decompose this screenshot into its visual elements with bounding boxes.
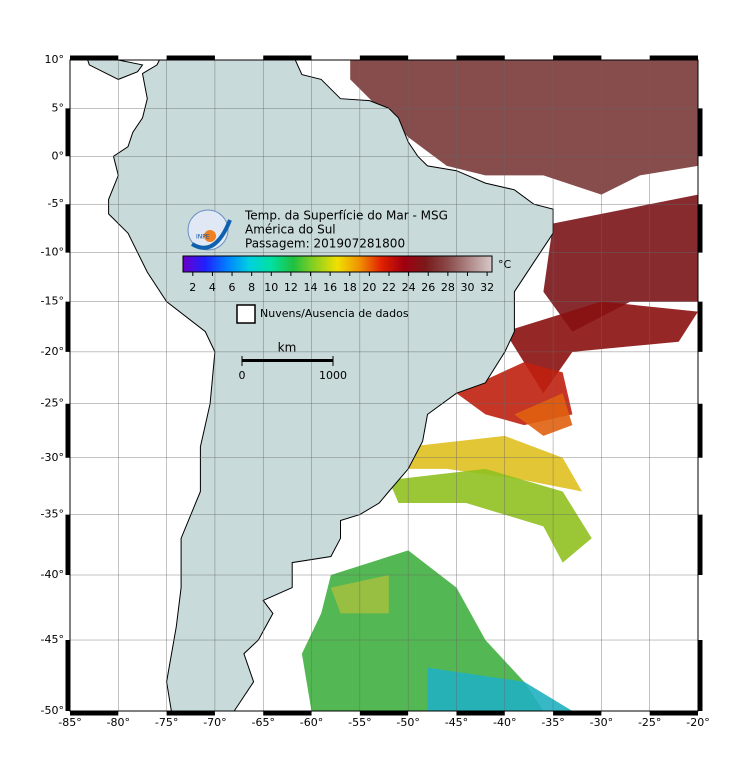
x-tick-label: -70° xyxy=(203,716,226,729)
land xyxy=(87,60,144,80)
colorbar-tick-label: 12 xyxy=(284,281,298,294)
x-tick-label: -35° xyxy=(541,716,564,729)
x-tick-label: -55° xyxy=(348,716,371,729)
colorbar-tick-label: 18 xyxy=(343,281,357,294)
legend-label: Nuvens/Ausencia de dados xyxy=(260,307,409,320)
x-tick-label: -40° xyxy=(493,716,516,729)
colorbar-tick-label: 30 xyxy=(460,281,474,294)
x-tick-label: -75° xyxy=(155,716,178,729)
x-tick-label: -45° xyxy=(445,716,468,729)
colorbar-tick-label: 16 xyxy=(323,281,337,294)
x-tick-label: -25° xyxy=(638,716,661,729)
y-tick-label: -20° xyxy=(41,345,64,358)
colorbar-tick-label: 6 xyxy=(229,281,236,294)
colorbar-tick-label: 20 xyxy=(362,281,376,294)
x-tick-label: -30° xyxy=(590,716,613,729)
colorbar xyxy=(182,255,493,273)
title-line: América do Sul xyxy=(245,223,336,237)
y-tick-label: -5° xyxy=(48,197,64,210)
title-line: Passagem: 201907281800 xyxy=(245,237,405,251)
scale-tick-label: 1000 xyxy=(319,369,347,382)
y-tick-label: -10° xyxy=(41,246,64,259)
logo-arrow xyxy=(190,219,232,250)
colorbar-tick-label: 22 xyxy=(382,281,396,294)
colorbar-tick-label: 14 xyxy=(304,281,318,294)
colorbar-tick-label: 4 xyxy=(209,281,216,294)
sst-patch xyxy=(350,60,698,195)
legend-swatch xyxy=(236,304,256,324)
colorbar-tick-label: 2 xyxy=(189,281,196,294)
colorbar-tick-label: 28 xyxy=(441,281,455,294)
colorbar-tick-label: 10 xyxy=(264,281,278,294)
title-block: INPE Temp. da Superfície do Mar - MSG Am… xyxy=(187,209,448,251)
y-tick-label: -35° xyxy=(41,508,64,521)
logo-sun xyxy=(204,230,216,242)
sst-patch xyxy=(427,667,573,711)
scale-unit: km xyxy=(278,341,297,355)
sst-patch xyxy=(388,435,583,492)
y-tick-label: -45° xyxy=(41,633,64,646)
x-tick-label: -65° xyxy=(251,716,274,729)
y-tick-label: -40° xyxy=(41,568,64,581)
y-tick-label: -30° xyxy=(41,451,64,464)
frame xyxy=(69,59,699,712)
colorbar-unit: °C xyxy=(498,258,512,271)
title-line: Temp. da Superfície do Mar - MSG xyxy=(244,209,448,223)
y-tick-label: -15° xyxy=(41,295,64,308)
scale-bar xyxy=(242,359,333,362)
sst-patch xyxy=(543,194,698,332)
y-tick-label: 5° xyxy=(52,101,65,114)
y-tick-label: -50° xyxy=(41,704,64,717)
x-tick-label: -20° xyxy=(686,716,709,729)
x-tick-label: -80° xyxy=(107,716,130,729)
y-tick-label: 10° xyxy=(45,53,65,66)
scale-tick-label: 0 xyxy=(239,369,246,382)
y-tick-label: -25° xyxy=(41,397,64,410)
x-tick-label: -85° xyxy=(58,716,81,729)
colorbar-tick-label: 26 xyxy=(421,281,435,294)
colorbar-tick-label: 32 xyxy=(480,281,494,294)
x-tick-label: -50° xyxy=(396,716,419,729)
x-tick-label: -60° xyxy=(300,716,323,729)
logo-text: INPE xyxy=(196,234,210,241)
colorbar-tick-label: 24 xyxy=(402,281,416,294)
colorbar-tick-label: 8 xyxy=(248,281,255,294)
sst-patch xyxy=(388,468,592,563)
y-tick-label: 0° xyxy=(52,149,65,162)
